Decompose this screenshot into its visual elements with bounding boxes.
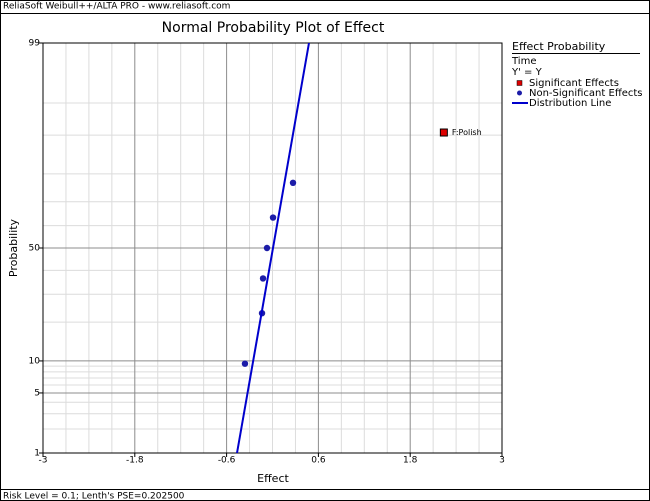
legend-label: Distribution Line <box>529 98 611 109</box>
x-tick-label: 3 <box>499 456 505 466</box>
x-tick-label: 0.6 <box>311 456 326 466</box>
point <box>263 244 271 252</box>
legend-swatch <box>517 90 522 96</box>
y-tick-label: 50 <box>29 244 41 254</box>
point <box>259 275 267 282</box>
y-tick-label: 99 <box>29 39 41 49</box>
point <box>269 214 277 221</box>
y-tick-label: 5 <box>34 388 40 398</box>
legend-subtitle: Y' = Y <box>511 67 543 78</box>
legend-label: Significant Effects <box>529 78 619 89</box>
legend-swatch <box>516 80 523 86</box>
legend-subtitle: Time <box>511 56 536 67</box>
point <box>241 360 249 367</box>
x-tick-label: 1.8 <box>403 456 418 466</box>
legend-label: Non-Significant Effects <box>529 88 643 99</box>
plot-area <box>42 42 503 454</box>
y-axis-label: Probability <box>7 218 20 277</box>
x-axis-label: Effect <box>257 472 289 485</box>
point <box>289 179 297 187</box>
footer: Risk Level = 0.1; Lenth's PSE=0.202500 <box>3 492 185 501</box>
legend-title: Effect Probability <box>512 40 606 53</box>
x-tick-label: -3 <box>39 456 48 466</box>
distribution-line <box>236 43 310 453</box>
point-label: F:Polish <box>452 128 482 137</box>
y-tick-label: 1 <box>34 449 40 459</box>
header: ReliaSoft Weibull++/ALTA PRO - www.relia… <box>3 2 230 12</box>
x-tick-label: -0.6 <box>218 456 236 466</box>
x-tick-label: -1.8 <box>126 456 144 466</box>
chart-title: Normal Probability Plot of Effect <box>162 20 385 36</box>
significant-point <box>439 128 448 137</box>
y-tick-label: 10 <box>29 356 41 366</box>
